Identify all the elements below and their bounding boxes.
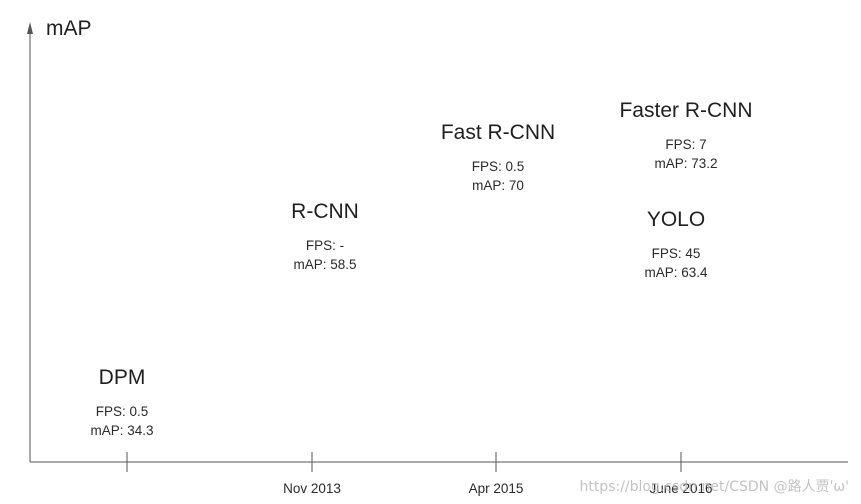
fps-label: FPS: 7 (665, 137, 706, 152)
fps-label: FPS: - (306, 238, 344, 253)
y-axis-arrow-icon (27, 22, 33, 34)
map-label: mAP: 63.4 (644, 265, 708, 280)
model-name-label: DPM (99, 366, 146, 389)
x-axis-ticks: Nov 2013 Apr 2015 June 2016 (126, 452, 713, 496)
map-label: mAP: 70 (472, 178, 524, 193)
fps-label: FPS: 0.5 (472, 159, 525, 174)
model-point: R-CNN FPS: - mAP: 58.5 (291, 200, 359, 272)
map-label: mAP: 73.2 (654, 156, 717, 171)
x-tick-label: Apr 2015 (469, 481, 524, 496)
y-axis-title: mAP (46, 17, 92, 40)
fps-label: FPS: 0.5 (96, 404, 149, 419)
model-annotations: DPM FPS: 0.5 mAP: 34.3 R-CNN FPS: - mAP: 58.5… (90, 99, 752, 438)
model-point: Fast R-CNN FPS: 0.5 mAP: 70 (441, 121, 555, 193)
model-name-label: R-CNN (291, 200, 359, 223)
model-point: Faster R-CNN FPS: 7 mAP: 73.2 (619, 99, 752, 171)
x-tick-label: Nov 2013 (283, 481, 341, 496)
model-name-label: Faster R-CNN (619, 99, 752, 122)
model-point: DPM FPS: 0.5 mAP: 34.3 (90, 366, 153, 438)
map-label: mAP: 34.3 (90, 423, 153, 438)
model-point: YOLO FPS: 45 mAP: 63.4 (644, 208, 708, 280)
watermark-text: https://blog.csdn.net/CSDN @路人贾'ω' (579, 479, 849, 495)
x-tick-label: June 2016 (649, 481, 712, 496)
model-name-label: Fast R-CNN (441, 121, 555, 144)
map-label: mAP: 58.5 (293, 257, 356, 272)
model-name-label: YOLO (647, 208, 705, 231)
fps-label: FPS: 45 (652, 246, 701, 261)
